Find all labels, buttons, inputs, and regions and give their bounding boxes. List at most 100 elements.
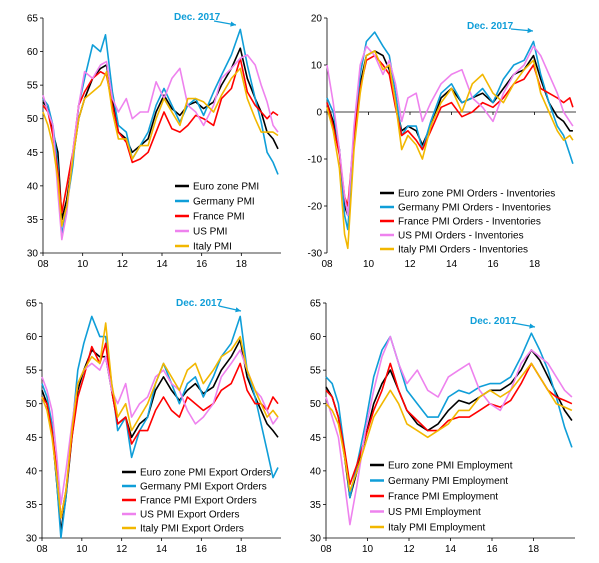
series-line-us bbox=[325, 335, 573, 526]
annotation-text: Dec. 2017 bbox=[470, 316, 517, 327]
annotation-arrowhead bbox=[230, 21, 236, 27]
legend: Euro zone PMI Orders - Inventories German… bbox=[380, 189, 555, 256]
y-tick-label: 30 bbox=[310, 534, 322, 545]
legend-label: Euro zone PMI Employment bbox=[388, 461, 513, 472]
x-tick-label: 12 bbox=[116, 544, 128, 555]
x-tick-label: 14 bbox=[445, 544, 457, 555]
y-tick-label: -20 bbox=[308, 202, 323, 213]
chart-panel-1: 30 35 40 45 50 55 60 65 08 10 12 14 16 18 Euro zone PM… bbox=[27, 12, 281, 270]
series-line-germany bbox=[325, 332, 573, 499]
annotation-text: Dec. 2017 bbox=[467, 21, 514, 32]
x-tick-label: 10 bbox=[362, 544, 374, 555]
x-tick-label: 08 bbox=[37, 259, 49, 270]
x-tick-label: 14 bbox=[156, 544, 168, 555]
legend-label: Euro zone PMI bbox=[193, 182, 259, 193]
x-tick-label: 16 bbox=[196, 544, 208, 555]
chart-panel-2: -30 -20 -10 0 10 20 08 10 12 14 16 18 Euro zone PMI … bbox=[308, 14, 576, 270]
chart-panel-4: 30 35 40 45 50 55 60 65 08 10 12 14 16 18 Euro zone PM… bbox=[310, 299, 575, 555]
legend-label: Germany PMI Employment bbox=[388, 476, 508, 487]
legend-label: France PMI Export Orders bbox=[140, 496, 257, 507]
y-tick-label: -10 bbox=[308, 155, 323, 166]
series-line-italy bbox=[41, 322, 279, 519]
y-tick-label: 60 bbox=[310, 332, 322, 343]
y-tick-label: 45 bbox=[27, 148, 39, 159]
x-tick-label: 18 bbox=[236, 259, 248, 270]
legend-label: US PMI Export Orders bbox=[140, 510, 239, 521]
y-tick-label: 55 bbox=[26, 366, 38, 377]
legend: Euro zone PMI Employment Germany PMI Empl… bbox=[370, 461, 513, 534]
x-tick-label: 18 bbox=[529, 259, 541, 270]
legend-label: Euro zone PMI Orders - Inventories bbox=[398, 189, 555, 200]
legend-label: Germany PMI bbox=[193, 197, 255, 208]
legend-label: Germany PMI Export Orders bbox=[140, 482, 267, 493]
legend-label: Italy PMI Employment bbox=[388, 523, 485, 534]
legend-label: Germany PMI Orders - Inventories bbox=[398, 203, 551, 214]
legend-label: France PMI bbox=[193, 212, 245, 223]
legend-label: Euro zone PMI Export Orders bbox=[140, 468, 271, 479]
y-tick-label: 60 bbox=[26, 332, 38, 343]
x-tick-label: 14 bbox=[156, 259, 168, 270]
y-tick-label: 30 bbox=[27, 249, 39, 260]
x-tick-label: 12 bbox=[403, 544, 415, 555]
series-line-italy bbox=[325, 362, 573, 492]
legend-label: France PMI Employment bbox=[388, 492, 498, 503]
x-tick-label: 10 bbox=[76, 544, 88, 555]
series-line-france bbox=[326, 54, 574, 207]
legend: Euro zone PMI Germany PMI France PMI US PMI… bbox=[175, 182, 259, 253]
y-tick-label: -30 bbox=[308, 249, 323, 260]
legend-label: France PMI Orders - Inventories bbox=[398, 217, 541, 228]
x-tick-label: 18 bbox=[528, 544, 540, 555]
y-tick-label: 35 bbox=[27, 215, 39, 226]
x-tick-label: 08 bbox=[321, 259, 333, 270]
x-tick-label: 12 bbox=[404, 259, 416, 270]
y-tick-label: 65 bbox=[26, 299, 38, 310]
x-tick-label: 14 bbox=[446, 259, 458, 270]
y-tick-label: 50 bbox=[26, 399, 38, 410]
y-tick-label: 20 bbox=[311, 14, 323, 25]
x-tick-label: 16 bbox=[486, 544, 498, 555]
legend-label: US PMI bbox=[193, 227, 227, 238]
y-tick-label: 30 bbox=[26, 534, 38, 545]
y-tick-label: 45 bbox=[310, 433, 322, 444]
x-tick-label: 10 bbox=[77, 259, 89, 270]
y-tick-label: 40 bbox=[27, 181, 39, 192]
x-tick-label: 16 bbox=[487, 259, 499, 270]
x-tick-label: 16 bbox=[196, 259, 208, 270]
y-tick-label: 35 bbox=[310, 500, 322, 511]
legend-label: Italy PMI bbox=[193, 242, 232, 253]
x-tick-label: 18 bbox=[236, 544, 248, 555]
y-tick-label: 10 bbox=[311, 61, 323, 72]
y-tick-label: 65 bbox=[310, 299, 322, 310]
annotation-arrowhead bbox=[235, 307, 241, 313]
x-tick-label: 08 bbox=[36, 544, 48, 555]
y-tick-label: 45 bbox=[26, 433, 38, 444]
series-line-italy bbox=[326, 50, 574, 250]
series-line-us bbox=[326, 45, 574, 217]
y-tick-label: 60 bbox=[27, 47, 39, 58]
x-tick-label: 10 bbox=[363, 259, 375, 270]
y-tick-label: 50 bbox=[310, 399, 322, 410]
x-tick-label: 08 bbox=[320, 544, 332, 555]
legend-label: US PMI Employment bbox=[388, 507, 481, 518]
y-tick-label: 40 bbox=[310, 466, 322, 477]
y-tick-label: 50 bbox=[27, 114, 39, 125]
series-line-italy bbox=[42, 67, 279, 227]
x-tick-label: 12 bbox=[117, 259, 129, 270]
series-line-france bbox=[42, 57, 279, 214]
y-tick-label: 40 bbox=[26, 466, 38, 477]
legend: Euro zone PMI Export Orders Germany PMI E… bbox=[122, 468, 271, 535]
y-tick-label: 65 bbox=[27, 14, 39, 25]
annotation-arrowhead bbox=[527, 27, 533, 34]
annotation-arrowhead bbox=[529, 323, 535, 329]
annotation-text: Dec. 2017 bbox=[176, 298, 223, 309]
y-tick-label: 0 bbox=[316, 108, 322, 119]
y-tick-label: 55 bbox=[310, 366, 322, 377]
legend-label: Italy PMI Orders - Inventories bbox=[398, 245, 528, 256]
y-tick-label: 35 bbox=[26, 500, 38, 511]
legend-label: Italy PMI Export Orders bbox=[140, 524, 244, 535]
annotation-text: Dec. 2017 bbox=[174, 12, 221, 23]
chart-panel-3: 30 35 40 45 50 55 60 65 08 10 12 14 16 18 Euro zone PM… bbox=[26, 298, 281, 555]
legend-label: US PMI Orders - Inventories bbox=[398, 231, 524, 242]
y-tick-label: 55 bbox=[27, 81, 39, 92]
